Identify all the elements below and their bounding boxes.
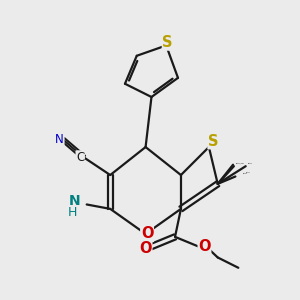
Text: methyl_label: methyl_label <box>236 162 245 164</box>
Text: H: H <box>67 206 77 219</box>
Text: S: S <box>162 35 173 50</box>
Text: S: S <box>208 134 219 149</box>
Text: N: N <box>69 194 81 208</box>
Text: O: O <box>198 239 211 254</box>
Text: methyl: methyl <box>243 172 248 174</box>
Text: C: C <box>76 151 84 164</box>
Text: O: O <box>141 226 153 242</box>
Text: methyl: methyl <box>248 163 253 164</box>
Text: O: O <box>139 241 152 256</box>
Text: N: N <box>55 133 64 146</box>
Text: methyl: methyl <box>246 172 250 173</box>
